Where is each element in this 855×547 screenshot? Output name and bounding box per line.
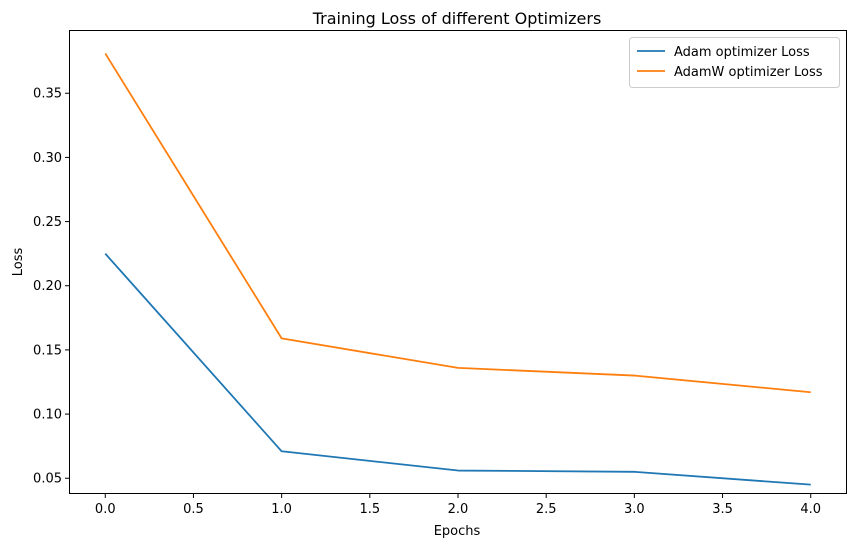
legend-label-adamw: AdamW optimizer Loss — [674, 65, 823, 80]
y-tick-label: 0.20 — [33, 279, 62, 294]
y-tick-label: 0.35 — [33, 87, 62, 102]
y-tick-label: 0.30 — [33, 151, 62, 166]
x-tick-label: 1.5 — [359, 502, 380, 517]
x-tick-label: 2.5 — [536, 502, 557, 517]
y-tick-label: 0.15 — [33, 343, 62, 358]
x-tick-label: 0.5 — [183, 502, 204, 517]
legend: Adam optimizer Loss AdamW optimizer Loss — [629, 37, 840, 88]
y-axis-label: Loss — [11, 248, 26, 277]
y-tick-label: 0.05 — [33, 472, 62, 487]
series-lines — [104, 52, 811, 486]
series-line-adamw — [104, 52, 811, 394]
y-axis-ticks: 0.05 0.10 0.15 0.20 0.25 0.30 0.35 — [33, 87, 70, 487]
chart-title: Training Loss of different Optimizers — [312, 9, 602, 28]
x-tick-label: 0.0 — [95, 502, 116, 517]
y-tick-label: 0.25 — [33, 215, 62, 230]
legend-frame — [629, 37, 840, 88]
x-axis-ticks: 0.0 0.5 1.0 1.5 2.0 2.5 3.0 3.5 4.0 — [95, 493, 821, 517]
x-tick-label: 1.0 — [271, 502, 292, 517]
series-line-adam — [104, 253, 811, 486]
plot-frame — [69, 30, 847, 494]
legend-label-adam: Adam optimizer Loss — [674, 45, 810, 60]
x-tick-label: 3.5 — [712, 502, 733, 517]
x-tick-label: 4.0 — [800, 502, 821, 517]
x-axis-label: Epochs — [434, 524, 481, 539]
x-tick-label: 3.0 — [624, 502, 645, 517]
y-tick-label: 0.10 — [33, 408, 62, 423]
x-tick-label: 2.0 — [448, 502, 469, 517]
